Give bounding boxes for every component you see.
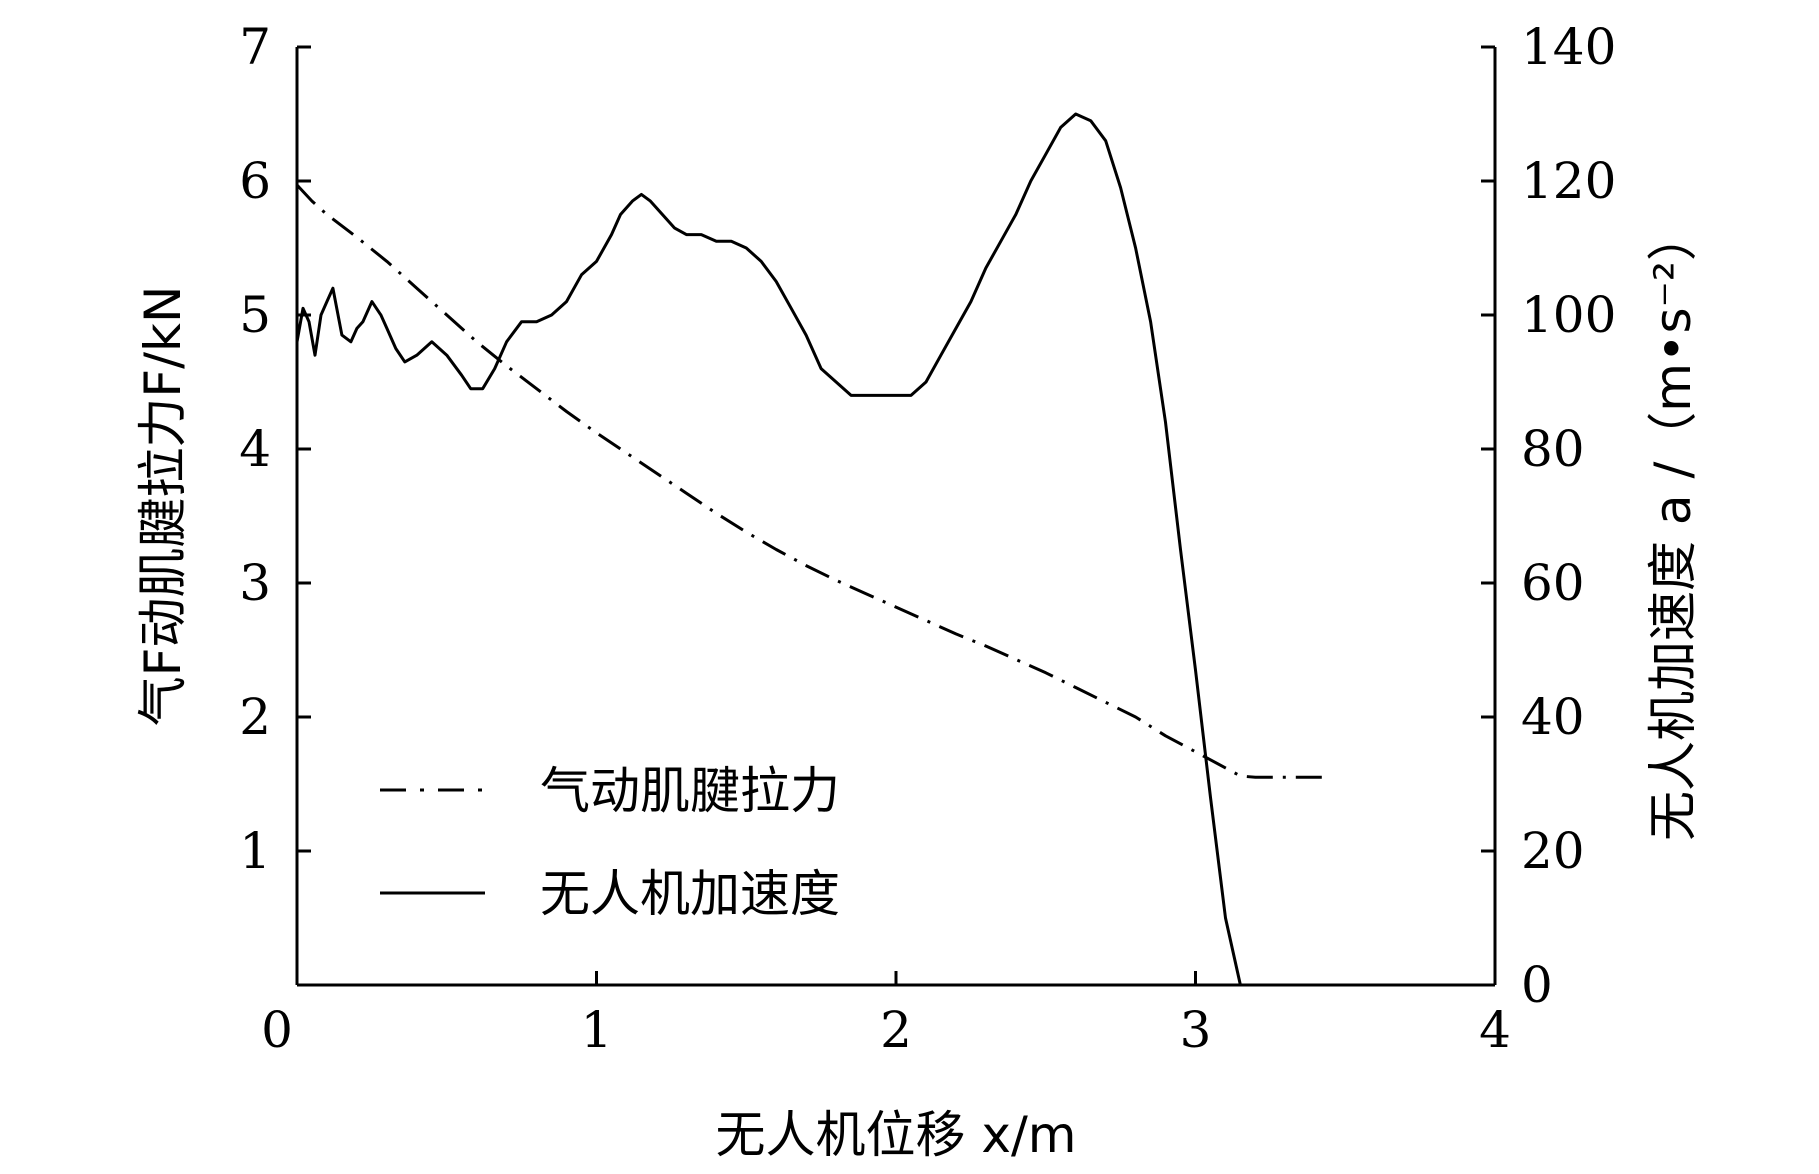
legend-label: 无人机加速度 xyxy=(540,865,840,923)
y-right-tick-label: 140 xyxy=(1521,18,1616,76)
x-tick-label: 1 xyxy=(581,1001,613,1059)
y-right-tick-label: 120 xyxy=(1521,152,1616,210)
y-left-tick-label: 3 xyxy=(239,554,271,612)
y-left-tick-label: 2 xyxy=(239,688,271,746)
y-left-tick-label: 7 xyxy=(239,18,271,76)
y-right-tick-label: 100 xyxy=(1521,286,1616,344)
y-left-tick-label: 1 xyxy=(239,822,271,880)
y-axis-left-title: 气F动肌腱拉力F/kN xyxy=(134,286,192,727)
y-left-tick-label: 5 xyxy=(239,286,271,344)
series-line-uav-acceleration xyxy=(295,112,1286,987)
axes: 0 1 2 3 4 1 2 3 4 5 6 7 0 20 40 60 80 100 120 140 无人机位移 x/m 气… xyxy=(134,18,1702,1164)
y-axis-right-title: 无人机加速度 a /（m•s⁻²） xyxy=(1644,211,1702,841)
plot-area xyxy=(295,112,1331,987)
y-right-tick-label: 0 xyxy=(1521,956,1553,1014)
y-left-tick-label: 6 xyxy=(239,152,271,210)
x-axis-title: 无人机位移 x/m xyxy=(715,1106,1076,1164)
x-tick-label: 0 xyxy=(261,1001,293,1059)
x-tick-label: 4 xyxy=(1479,1001,1511,1059)
y-right-tick-label: 40 xyxy=(1521,688,1585,746)
legend-label: 气动肌腱拉力 xyxy=(540,762,840,820)
x-tick-label: 3 xyxy=(1180,1001,1212,1059)
y-right-tick-label: 60 xyxy=(1521,554,1585,612)
y-right-tick-label: 80 xyxy=(1521,420,1585,478)
series-line-tension-force xyxy=(295,183,1331,779)
y-left-tick-label: 4 xyxy=(239,420,271,478)
y-right-tick-label: 20 xyxy=(1521,822,1585,880)
x-tick-label: 2 xyxy=(880,1001,912,1059)
